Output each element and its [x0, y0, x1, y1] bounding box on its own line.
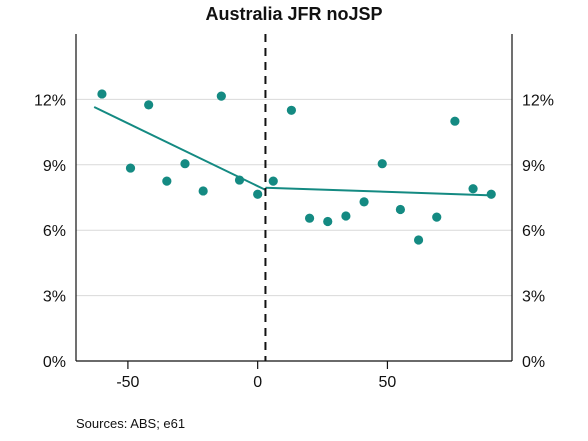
data-point: [286, 105, 297, 115]
data-point: [97, 89, 107, 99]
data-point: [359, 197, 369, 207]
axis-layer: [75, 34, 513, 369]
data-point: [234, 175, 245, 185]
y-tick-label-left: 3%: [43, 289, 66, 306]
y-tick-label-left: 6%: [43, 223, 66, 240]
data-point: [323, 216, 333, 227]
data-point: [268, 176, 278, 186]
data-point: [125, 163, 136, 173]
source-note: Sources: ABS; e61: [76, 416, 185, 431]
y-tick-label-right: 6%: [522, 223, 545, 240]
x-tick-label: 50: [379, 374, 397, 391]
y-tick-label-left: 9%: [43, 158, 66, 175]
y-tick-label-left: 0%: [43, 354, 66, 371]
data-point: [144, 100, 154, 110]
data-point: [395, 204, 406, 215]
data-point: [216, 91, 226, 101]
x-tick-label: -50: [116, 374, 139, 391]
data-point: [468, 184, 478, 194]
data-point: [162, 176, 172, 186]
data-point: [198, 186, 208, 196]
trend-layer: [93, 106, 492, 197]
data-point: [253, 189, 263, 199]
tick-layer: 0% 0% 3% 3% 6% 6% 9% 9% 12% 12% -50 0 50: [34, 92, 554, 391]
data-point: [341, 211, 351, 221]
point-layer: [97, 89, 496, 245]
x-tick-label: 0: [253, 374, 262, 391]
chart-title: Australia JFR noJSP: [205, 4, 382, 24]
trend-line-pre: [93, 106, 266, 191]
data-point: [180, 159, 190, 169]
trend-line-post: [265, 186, 492, 197]
y-tick-label-right: 3%: [522, 289, 545, 306]
y-tick-label-left: 12%: [34, 92, 66, 109]
data-point: [450, 116, 460, 126]
y-tick-label-right: 9%: [522, 158, 545, 175]
data-point: [377, 159, 387, 169]
y-tick-label-right: 12%: [522, 92, 554, 109]
data-point: [304, 213, 315, 223]
y-tick-label-right: 0%: [522, 354, 545, 371]
data-point: [486, 189, 496, 199]
data-point: [432, 212, 442, 222]
grid-layer: [76, 98, 512, 297]
data-point: [413, 235, 424, 245]
